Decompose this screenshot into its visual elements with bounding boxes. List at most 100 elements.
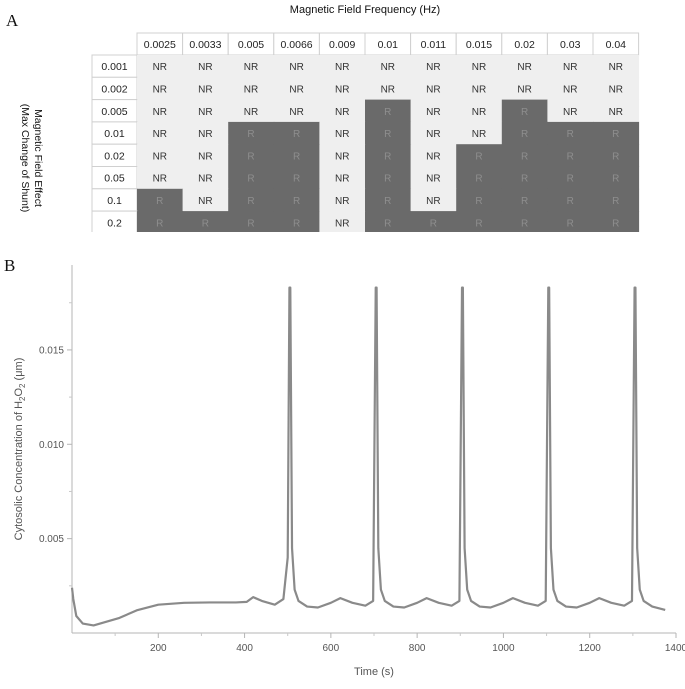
cell-value: R xyxy=(567,151,574,162)
row-header-label: 0.1 xyxy=(107,195,122,207)
cell-value: R xyxy=(612,174,619,185)
no-response-cell xyxy=(319,99,366,123)
cell-value: NR xyxy=(609,62,623,73)
cell-value: R xyxy=(521,129,528,140)
cell-value: R xyxy=(293,151,300,162)
h2o2-plot: 200 400 600 800 1000 1200 1400 0.005 0.010 0.015 T… xyxy=(0,255,685,689)
cell-value: NR xyxy=(289,84,303,95)
row-header-label: 0.02 xyxy=(104,150,125,162)
no-response-cell xyxy=(456,99,503,123)
no-response-cell xyxy=(410,77,457,101)
no-response-cell xyxy=(137,55,184,78)
cell-value: R xyxy=(567,129,574,140)
response-cell xyxy=(228,144,275,167)
cell-value: R xyxy=(521,107,528,118)
cell-value: NR xyxy=(426,196,440,207)
cell-value: R xyxy=(384,174,391,185)
response-cell xyxy=(501,188,548,212)
no-response-cell xyxy=(593,99,640,123)
no-response-cell xyxy=(501,55,548,78)
no-response-cell xyxy=(137,166,184,190)
no-response-cell xyxy=(228,99,275,123)
response-cell xyxy=(501,211,548,232)
x-tick-label: 1400 xyxy=(665,643,685,654)
response-cell xyxy=(137,188,184,212)
cell-value: R xyxy=(521,196,528,207)
x-tick-label: 400 xyxy=(236,643,253,654)
cell-value: R xyxy=(293,196,300,207)
no-response-cell xyxy=(182,166,229,190)
y-tick-label: 0.010 xyxy=(39,440,64,451)
response-cell xyxy=(273,188,320,212)
row-axis-label-line2: (Max Change of Shunt) xyxy=(19,103,31,213)
x-tick-label: 1000 xyxy=(492,643,515,654)
column-header-label: 0.01 xyxy=(378,39,399,51)
cell-value: R xyxy=(293,218,300,229)
row-header-label: 0.002 xyxy=(101,83,127,95)
cell-value: NR xyxy=(335,62,349,73)
cell-value: R xyxy=(247,174,254,185)
cell-value: NR xyxy=(381,62,395,73)
x-tick-label: 800 xyxy=(409,643,426,654)
cell-value: NR xyxy=(198,107,212,118)
no-response-cell xyxy=(319,77,366,101)
cell-value: R xyxy=(247,196,254,207)
response-cell xyxy=(365,121,412,145)
cell-value: R xyxy=(247,151,254,162)
response-cell xyxy=(456,166,503,190)
table-title: Magnetic Field Frequency (Hz) xyxy=(289,4,441,16)
no-response-cell xyxy=(273,77,320,101)
no-response-cell xyxy=(410,144,457,167)
cell-value: R xyxy=(567,196,574,207)
cell-value: NR xyxy=(335,196,349,207)
cell-value: NR xyxy=(244,84,258,95)
cell-value: R xyxy=(430,218,437,229)
cell-value: NR xyxy=(244,107,258,118)
response-cell xyxy=(365,144,412,167)
panel-b-letter: B xyxy=(4,256,16,275)
y-axis-title: Cytosolic Concentration of H2O2 (μm) xyxy=(13,358,27,541)
x-tick-label: 1200 xyxy=(579,643,602,654)
cell-value: NR xyxy=(381,84,395,95)
cell-value: R xyxy=(475,218,482,229)
no-response-cell xyxy=(137,99,184,123)
response-table: 0.0025 0.0033 0.005 0.0066 0.009 0.01 0.011 0.0… xyxy=(90,32,640,232)
no-response-cell xyxy=(410,121,457,145)
response-cell xyxy=(593,121,640,145)
response-table-svg: 0.0025 0.0033 0.005 0.0066 0.009 0.01 0.011 0.0… xyxy=(91,32,640,232)
column-header-label: 0.0025 xyxy=(144,39,176,51)
cell-value: R xyxy=(475,174,482,185)
row-axis-label: Magnetic Field Effect (Max Change of Shu… xyxy=(4,88,44,228)
no-response-cell xyxy=(182,121,229,145)
no-response-cell xyxy=(319,166,366,190)
no-response-cell xyxy=(593,55,640,78)
cell-value: NR xyxy=(198,129,212,140)
no-response-cell xyxy=(410,166,457,190)
cell-value: NR xyxy=(335,84,349,95)
response-cell xyxy=(501,99,548,123)
cell-value: NR xyxy=(563,107,577,118)
column-header-label: 0.015 xyxy=(466,39,492,51)
no-response-cell xyxy=(456,121,503,145)
cell-value: R xyxy=(475,196,482,207)
response-cell xyxy=(228,166,275,190)
row-header-label: 0.01 xyxy=(104,128,125,140)
cell-value: NR xyxy=(426,151,440,162)
response-cell xyxy=(228,211,275,232)
cell-value: NR xyxy=(335,107,349,118)
no-response-cell xyxy=(547,55,594,78)
response-cell xyxy=(501,144,548,167)
cell-value: R xyxy=(247,218,254,229)
cell-value: NR xyxy=(244,62,258,73)
row-header-label: 0.005 xyxy=(101,106,127,118)
no-response-cell xyxy=(182,144,229,167)
no-response-cell xyxy=(365,55,412,78)
response-cell xyxy=(273,211,320,232)
response-cell xyxy=(593,166,640,190)
y-tick-label: 0.005 xyxy=(39,534,64,545)
no-response-cell xyxy=(593,77,640,101)
no-response-cell xyxy=(365,77,412,101)
cell-value: R xyxy=(521,218,528,229)
row-axis-label-line1: Magnetic Field Effect xyxy=(32,109,44,207)
response-cell xyxy=(547,188,594,212)
